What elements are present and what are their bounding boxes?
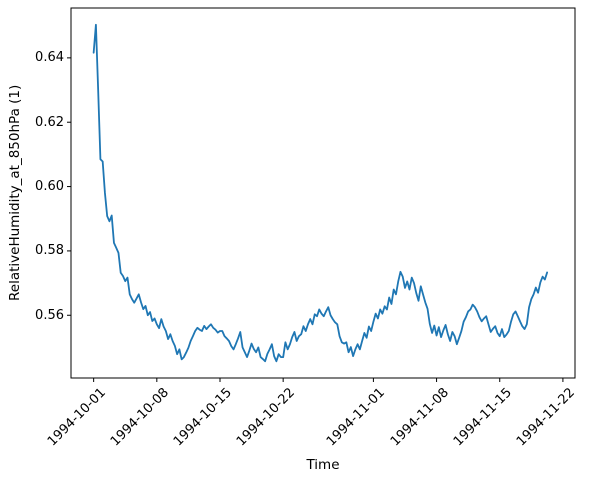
y-tick-label: 0.62: [35, 114, 64, 130]
y-tick-label: 0.64: [35, 50, 64, 66]
y-tick-label: 0.58: [35, 243, 64, 259]
axes-frame: [70, 7, 576, 379]
y-tick-label: 0.56: [35, 307, 64, 323]
y-tick-label: 0.60: [35, 179, 64, 195]
x-axis-label: Time: [306, 457, 340, 473]
humidity-line-series: [92, 23, 549, 363]
